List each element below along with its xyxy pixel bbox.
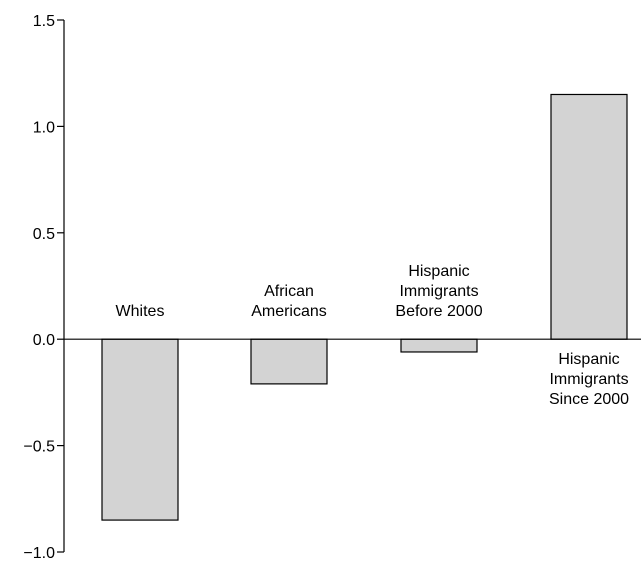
bar [250, 338, 328, 385]
category-labels: Whites African Americans Hispanic Immigrants… [116, 263, 630, 408]
y-axis: 1.5 1.0 0.5 0.0 −0.5 −1.0 [23, 13, 65, 561]
bar [101, 338, 179, 521]
y-tick-label: 0.5 [33, 226, 55, 243]
category-label: Whites [116, 303, 165, 320]
category-label: Hispanic Immigrants Before 2000 [395, 263, 482, 320]
bar [550, 93, 628, 340]
y-tick-label: 0.0 [33, 332, 55, 349]
category-label: African Americans [251, 283, 327, 320]
bars [101, 93, 628, 521]
y-tick-label: 1.0 [33, 119, 55, 136]
category-label: Hispanic Immigrants Since 2000 [549, 351, 629, 408]
y-tick-label: −1.0 [23, 545, 55, 561]
bar [400, 338, 478, 353]
y-tick-label: −0.5 [23, 439, 55, 456]
y-tick-label: 1.5 [33, 13, 55, 30]
